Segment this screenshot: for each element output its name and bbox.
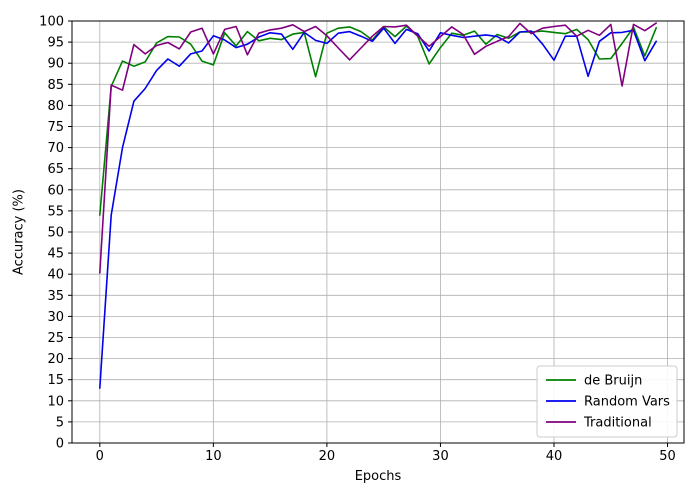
y-tick-label-4: 20 bbox=[47, 352, 64, 367]
y-tick-label-8: 40 bbox=[47, 268, 64, 283]
y-tick-label-0: 0 bbox=[56, 437, 64, 452]
y-tick-label-1: 5 bbox=[56, 415, 64, 430]
y-tick-label-13: 65 bbox=[47, 162, 64, 177]
x-tick-label-2: 20 bbox=[319, 449, 336, 464]
x-tick-label-3: 30 bbox=[432, 449, 449, 464]
y-tick-label-2: 10 bbox=[47, 394, 64, 409]
x-tick-label-1: 10 bbox=[205, 449, 222, 464]
legend-label-traditional: Traditional bbox=[583, 416, 652, 431]
axes-layer: 0 10 20 30 40 50 0 5 10 15 20 25 30 35 40 45 50 55 60 65 70 7… bbox=[39, 15, 685, 464]
series-line-traditional bbox=[99, 22, 658, 274]
y-tick-label-5: 25 bbox=[47, 331, 64, 346]
y-tick-label-9: 45 bbox=[47, 247, 64, 262]
x-tick-label-4: 40 bbox=[546, 449, 563, 464]
y-tick-label-12: 60 bbox=[47, 183, 64, 198]
y-tick-label-7: 35 bbox=[47, 289, 64, 304]
y-tick-label-18: 90 bbox=[47, 57, 64, 72]
y-tick-label-14: 70 bbox=[47, 141, 64, 156]
x-axis-label: Epochs bbox=[354, 469, 402, 484]
series-line-de-bruijn bbox=[99, 25, 658, 216]
y-tick-label-11: 55 bbox=[47, 204, 64, 219]
x-tick-label-0: 0 bbox=[96, 449, 104, 464]
y-tick-label-17: 85 bbox=[47, 78, 64, 93]
grid-layer bbox=[72, 20, 684, 444]
y-tick-label-3: 15 bbox=[47, 373, 64, 388]
y-tick-label-19: 95 bbox=[47, 36, 64, 51]
legend: de Bruijn Random Vars Traditional bbox=[536, 365, 678, 438]
legend-label-random-vars: Random Vars bbox=[584, 395, 670, 410]
series-line-random-vars bbox=[99, 27, 658, 389]
legend-label-de-bruijn: de Bruijn bbox=[584, 374, 642, 389]
x-tick-label-5: 50 bbox=[659, 449, 676, 464]
y-tick-label-16: 80 bbox=[47, 99, 64, 114]
y-tick-label-15: 75 bbox=[47, 120, 64, 135]
y-tick-label-10: 50 bbox=[47, 226, 64, 241]
y-axis-label: Accuracy (%) bbox=[11, 189, 27, 275]
y-tick-label-6: 30 bbox=[47, 310, 64, 325]
legend-box bbox=[536, 365, 678, 438]
y-tick-label-20: 100 bbox=[39, 15, 64, 30]
series-layer bbox=[99, 22, 658, 389]
